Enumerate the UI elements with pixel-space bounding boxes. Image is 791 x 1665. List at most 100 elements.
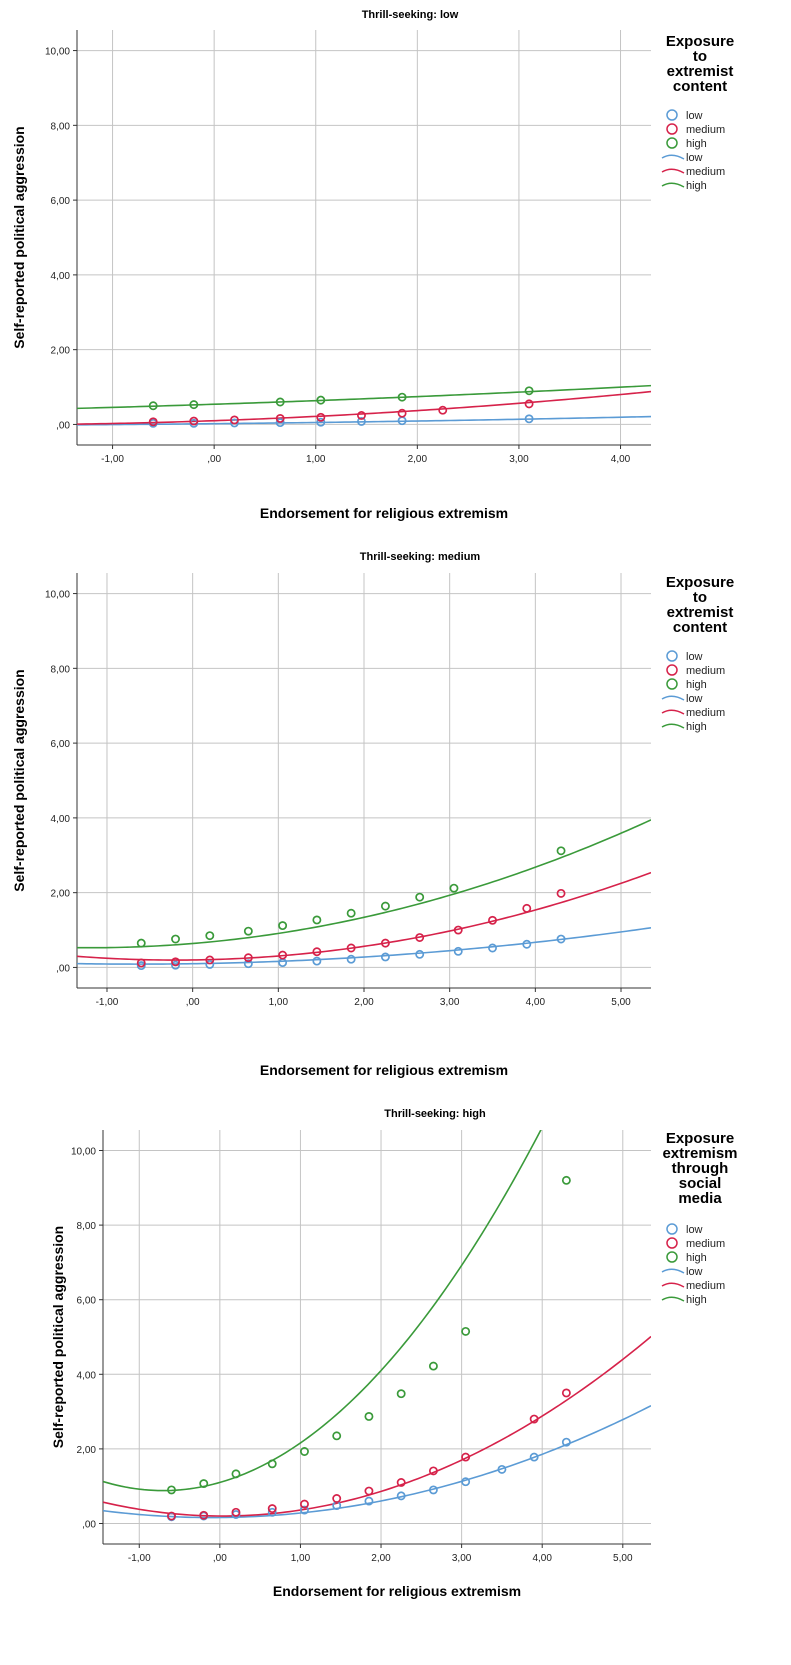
legend-title: extremism bbox=[662, 1145, 737, 1162]
data-point-low bbox=[428, 1485, 438, 1495]
data-point-low bbox=[275, 418, 285, 428]
panel-title: Thrill-seeking: low bbox=[362, 9, 459, 21]
data-point-high bbox=[364, 1411, 374, 1421]
data-point-medium bbox=[524, 399, 534, 409]
data-point-medium bbox=[332, 1494, 342, 1503]
data-point-high bbox=[189, 400, 199, 410]
x-tick-label: 1,00 bbox=[306, 454, 326, 465]
data-point-high bbox=[396, 1389, 406, 1399]
data-point-high bbox=[428, 1361, 438, 1371]
legend-label: medium bbox=[686, 1280, 725, 1292]
legend-title: Exposure bbox=[666, 574, 734, 591]
legend-marker-medium bbox=[666, 664, 678, 676]
data-point-low bbox=[461, 1477, 471, 1487]
data-point-medium bbox=[357, 411, 366, 420]
legend-label: low bbox=[686, 1224, 703, 1236]
data-point-low bbox=[243, 959, 253, 969]
data-point-medium bbox=[278, 950, 288, 960]
data-point-low bbox=[529, 1452, 539, 1462]
y-tick-label: 4,00 bbox=[51, 271, 71, 282]
x-tick-label: ,00 bbox=[186, 997, 200, 1008]
legend-title: to bbox=[693, 589, 707, 606]
panel-title: Thrill-seeking: high bbox=[384, 1108, 486, 1120]
legend-marker-medium bbox=[666, 1237, 678, 1249]
legend-line-medium bbox=[661, 709, 685, 715]
x-axis-label: Endorsement for religious extremism bbox=[273, 1583, 521, 1599]
x-axis-label: Endorsement for religious extremism bbox=[260, 1062, 508, 1078]
data-point-medium bbox=[199, 1510, 209, 1520]
x-tick-label: 1,00 bbox=[269, 997, 289, 1008]
legend-label: low bbox=[686, 110, 703, 122]
legend-marker-high bbox=[666, 1251, 678, 1263]
data-point-low bbox=[230, 418, 239, 428]
data-point-medium bbox=[561, 1388, 571, 1398]
legend-label: medium bbox=[686, 665, 725, 677]
fit-line-medium bbox=[103, 1335, 651, 1517]
series-high bbox=[167, 1175, 571, 1495]
legend-title: through bbox=[672, 1160, 729, 1177]
y-axis-label: Self-reported political aggression bbox=[11, 126, 27, 349]
data-point-high bbox=[461, 1326, 471, 1336]
data-point-medium bbox=[396, 1478, 406, 1487]
data-point-medium bbox=[346, 943, 356, 953]
series-medium bbox=[148, 399, 534, 427]
y-tick-label: 10,00 bbox=[45, 47, 70, 58]
legend-label: high bbox=[686, 721, 707, 733]
x-tick-label: 2,00 bbox=[408, 454, 428, 465]
data-point-low bbox=[316, 417, 326, 427]
data-point-medium bbox=[556, 888, 566, 898]
data-point-medium bbox=[230, 415, 239, 425]
legend-title: social bbox=[679, 1175, 722, 1192]
data-point-medium bbox=[205, 955, 215, 965]
x-tick-label: 1,00 bbox=[291, 1553, 311, 1564]
data-point-medium bbox=[316, 412, 326, 422]
x-tick-label: 4,00 bbox=[532, 1553, 552, 1564]
legend-title: to bbox=[693, 48, 707, 65]
data-point-low bbox=[346, 954, 356, 964]
y-tick-label: ,00 bbox=[82, 1519, 96, 1530]
data-point-high bbox=[267, 1459, 277, 1469]
x-tick-label: 4,00 bbox=[611, 454, 631, 465]
y-tick-label: 6,00 bbox=[51, 196, 71, 207]
data-point-high bbox=[415, 892, 425, 902]
y-tick-label: ,00 bbox=[56, 420, 70, 431]
data-point-low bbox=[267, 1507, 277, 1517]
chart-panel-1: -1,00 ,00 1,00 2,00 3,00 4,00 ,00 2,00 4,00 6,00 8… bbox=[11, 9, 734, 521]
x-tick-label: -1,00 bbox=[128, 1553, 151, 1564]
fit-line-low bbox=[103, 1404, 651, 1519]
panel-title: Thrill-seeking: medium bbox=[360, 551, 481, 563]
data-point-medium bbox=[438, 405, 448, 415]
data-point-low bbox=[357, 416, 366, 426]
x-tick-label: 5,00 bbox=[611, 997, 631, 1008]
legend-label: low bbox=[686, 693, 703, 705]
fit-line-high bbox=[103, 1130, 542, 1492]
data-point-high bbox=[316, 395, 326, 405]
legend-marker-low bbox=[666, 1223, 678, 1235]
legend-label: high bbox=[686, 679, 707, 691]
data-point-low bbox=[453, 946, 463, 956]
data-point-medium bbox=[148, 417, 158, 427]
data-point-high bbox=[332, 1431, 342, 1441]
legend-label: low bbox=[686, 1266, 703, 1278]
fit-lines bbox=[103, 1130, 651, 1519]
data-point-high bbox=[278, 921, 288, 931]
y-tick-label: 4,00 bbox=[77, 1370, 97, 1381]
series-high bbox=[148, 386, 534, 411]
data-point-medium bbox=[364, 1486, 374, 1496]
legend-marker-low bbox=[666, 109, 678, 121]
data-point-low bbox=[415, 949, 425, 959]
legend-line-low bbox=[661, 695, 685, 701]
legend-title: extremist bbox=[667, 604, 734, 621]
data-point-medium bbox=[136, 958, 146, 968]
data-point-high bbox=[524, 386, 534, 396]
series-medium bbox=[136, 888, 566, 968]
legend-marker-medium bbox=[666, 123, 678, 135]
data-point-medium bbox=[189, 416, 199, 426]
data-point-low bbox=[396, 1491, 406, 1501]
data-point-high bbox=[346, 908, 356, 918]
data-point-low bbox=[556, 934, 566, 944]
data-point-low bbox=[171, 960, 180, 970]
data-point-medium bbox=[275, 414, 285, 423]
data-point-low bbox=[497, 1464, 507, 1474]
